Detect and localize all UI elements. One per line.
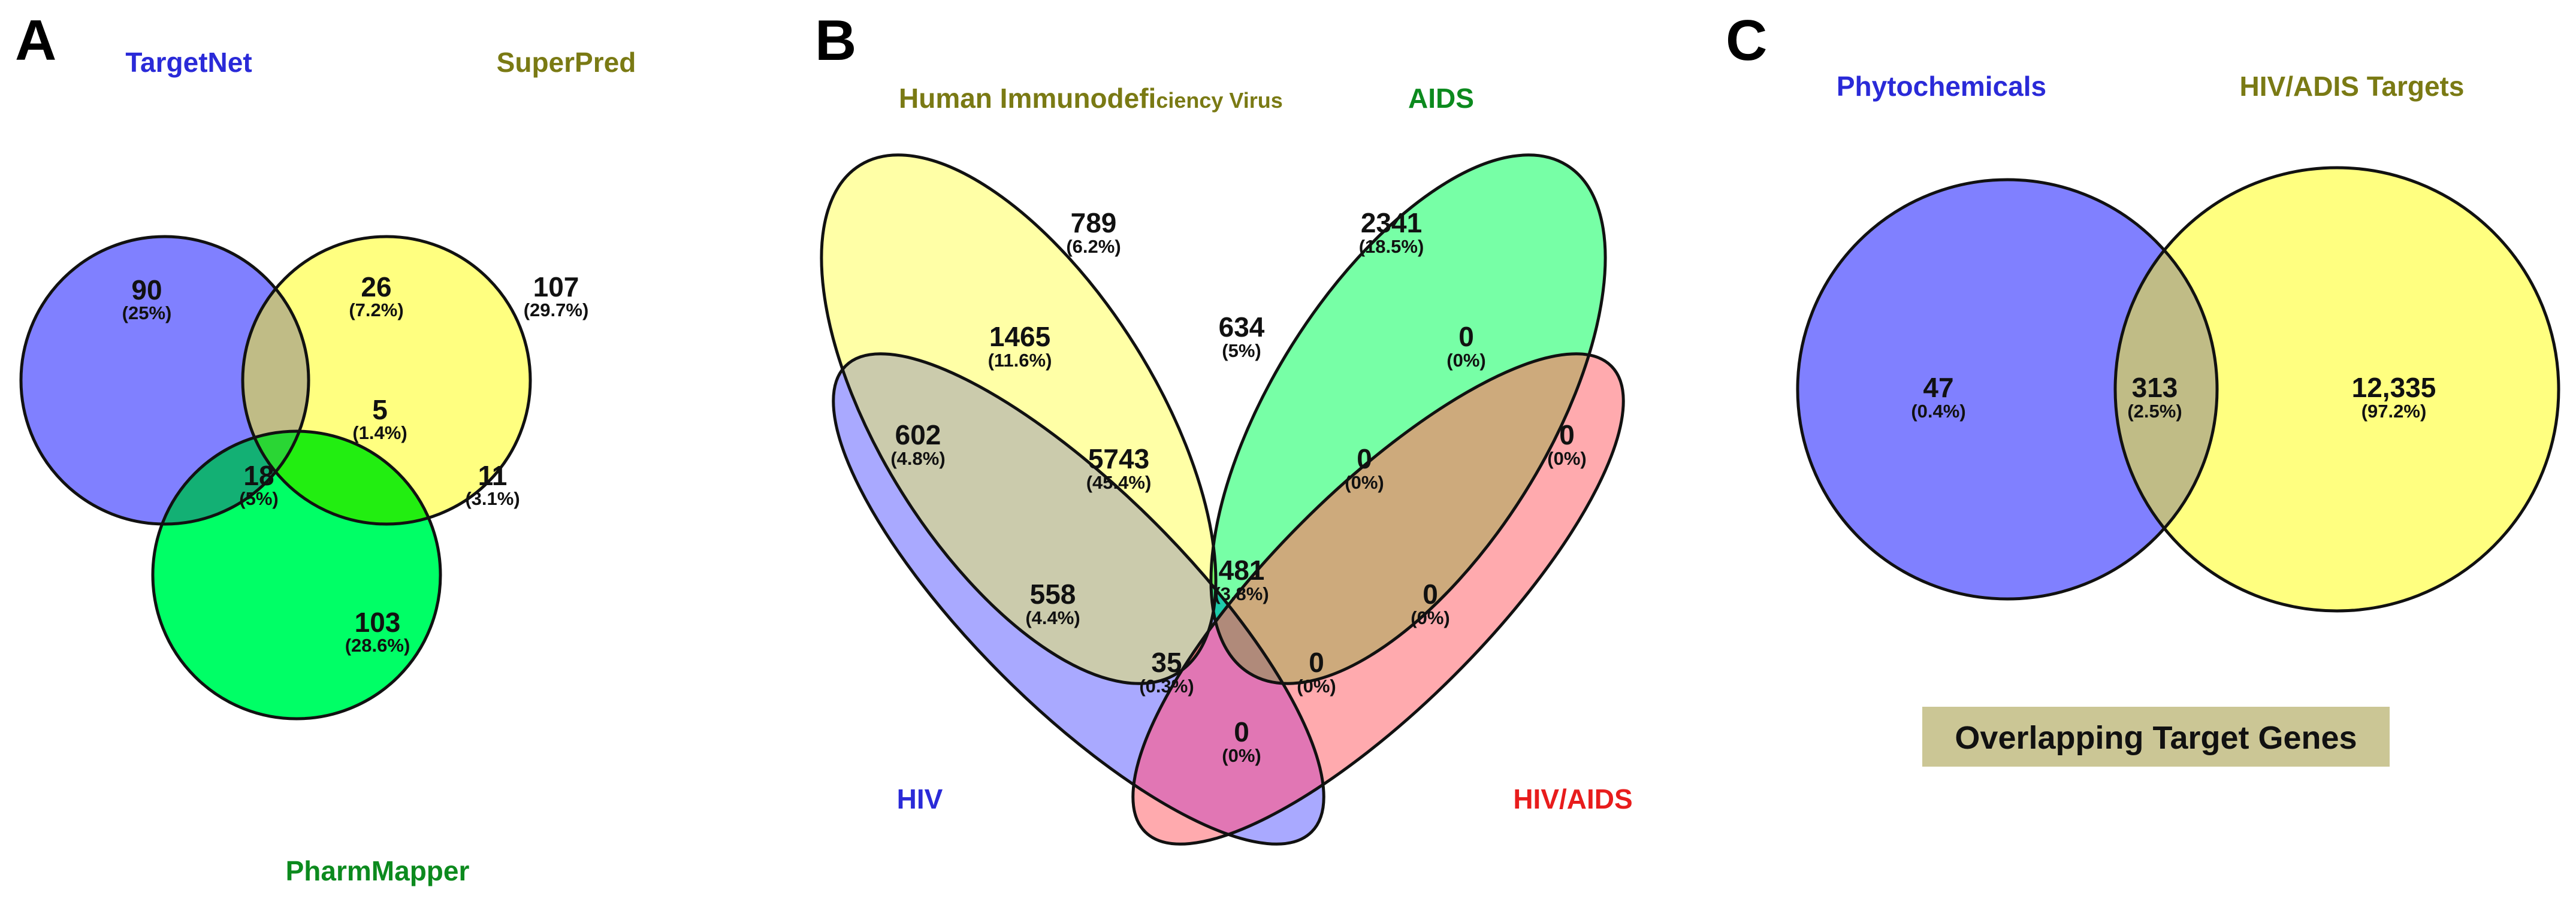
- svg-text:103: 103: [355, 607, 401, 638]
- svg-text:634: 634: [1219, 311, 1265, 343]
- svg-text:0: 0: [1309, 647, 1324, 678]
- region-label: 103(28.6%): [345, 607, 410, 656]
- region-label: 0(0%): [1297, 647, 1336, 697]
- svg-text:(0%): (0%): [1345, 472, 1384, 493]
- region-label: 481(3.8%): [1214, 555, 1269, 604]
- label-superpred: SuperPred: [497, 47, 636, 78]
- svg-text:(3.1%): (3.1%): [465, 488, 520, 509]
- svg-text:47: 47: [1923, 372, 1953, 403]
- svg-text:90: 90: [131, 274, 162, 305]
- panel-letter-c: C: [1726, 8, 1767, 72]
- svg-text:602: 602: [895, 419, 941, 450]
- region-label: 0(0%): [1446, 321, 1485, 371]
- svg-text:(0.4%): (0.4%): [1911, 401, 1965, 422]
- svg-text:0: 0: [1559, 419, 1575, 450]
- svg-text:107: 107: [533, 271, 579, 302]
- panel-b: B Human Immunodeficiency Virus AIDS HIV …: [743, 8, 1687, 902]
- panel-c: C Phytochemicals HIV/ADIS Targets 47(0.4…: [1726, 8, 2559, 767]
- svg-text:18: 18: [243, 460, 274, 491]
- svg-text:(0.3%): (0.3%): [1139, 676, 1194, 697]
- svg-text:(18.5%): (18.5%): [1359, 236, 1424, 257]
- svg-text:(11.6%): (11.6%): [988, 350, 1052, 371]
- svg-text:11: 11: [478, 460, 508, 491]
- label-pharmmapper: PharmMapper: [286, 855, 470, 886]
- svg-text:26: 26: [361, 271, 391, 302]
- region-label: 0(0%): [1345, 443, 1384, 493]
- svg-text:(28.6%): (28.6%): [345, 635, 410, 656]
- region-label: 0(0%): [1547, 419, 1586, 469]
- region-label: 107(29.7%): [524, 271, 589, 320]
- svg-text:558: 558: [1030, 579, 1076, 610]
- svg-text:5: 5: [372, 394, 388, 425]
- label-aids: AIDS: [1408, 83, 1474, 114]
- svg-text:(5%): (5%): [239, 488, 278, 509]
- svg-text:1465: 1465: [989, 321, 1050, 352]
- label-hiv-aids: HIV/AIDS: [1513, 783, 1632, 815]
- region-label: 558(4.4%): [1025, 579, 1080, 628]
- svg-text:(0%): (0%): [1446, 350, 1485, 371]
- panel-letter-b: B: [815, 8, 856, 72]
- region-label: 90(25%): [122, 274, 172, 323]
- label-phytochemicals: Phytochemicals: [1837, 71, 2046, 102]
- svg-text:0: 0: [1357, 443, 1372, 474]
- svg-text:(29.7%): (29.7%): [524, 299, 589, 320]
- label-human-immunodeficiency-virus: Human Immunodeficiency Virus: [899, 83, 1283, 114]
- svg-text:(0%): (0%): [1547, 448, 1586, 469]
- svg-text:(2.5%): (2.5%): [2127, 401, 2182, 422]
- svg-text:(0%): (0%): [1222, 745, 1261, 766]
- overlap-banner: [1922, 707, 2390, 767]
- region-label: 5743(45.4%): [1086, 443, 1152, 493]
- svg-text:(25%): (25%): [122, 302, 172, 323]
- svg-text:(5%): (5%): [1222, 340, 1261, 361]
- svg-text:12,335: 12,335: [2352, 372, 2436, 403]
- svg-text:(97.2%): (97.2%): [2361, 401, 2427, 422]
- svg-text:0: 0: [1234, 716, 1249, 747]
- svg-text:(1.4%): (1.4%): [352, 422, 407, 443]
- region-label: 789(6.2%): [1066, 207, 1121, 257]
- overlap-banner-text: Overlapping Target Genes: [1955, 720, 2357, 756]
- svg-text:0: 0: [1423, 579, 1438, 610]
- label-hiv: HIV: [897, 783, 943, 815]
- region-label: 313(2.5%): [2127, 372, 2182, 422]
- region-label: 602(4.8%): [890, 419, 945, 469]
- region-label: 2341(18.5%): [1359, 207, 1424, 257]
- region-label: 1465(11.6%): [988, 321, 1052, 371]
- svg-text:0: 0: [1458, 321, 1474, 352]
- svg-text:(4.4%): (4.4%): [1025, 607, 1080, 628]
- svg-text:2341: 2341: [1361, 207, 1422, 238]
- svg-text:(45.4%): (45.4%): [1086, 472, 1152, 493]
- region-label: 11(3.1%): [465, 460, 520, 509]
- region-label: 18(5%): [239, 460, 278, 509]
- svg-text:(0%): (0%): [1411, 607, 1449, 628]
- region-label: 0(0%): [1222, 716, 1261, 766]
- region-label: 0(0%): [1411, 579, 1449, 628]
- svg-text:(4.8%): (4.8%): [890, 448, 945, 469]
- panel-a: A TargetNet SuperPred PharmMapper 90(25%…: [15, 8, 636, 886]
- svg-text:481: 481: [1219, 555, 1265, 586]
- region-label: 47(0.4%): [1911, 372, 1965, 422]
- svg-text:(7.2%): (7.2%): [349, 299, 403, 320]
- svg-text:5743: 5743: [1088, 443, 1149, 474]
- region-label: 12,335(97.2%): [2352, 372, 2436, 422]
- region-label: 35(0.3%): [1139, 647, 1194, 697]
- svg-text:(3.8%): (3.8%): [1214, 583, 1269, 604]
- svg-text:(0%): (0%): [1297, 676, 1336, 697]
- svg-text:313: 313: [2132, 372, 2178, 403]
- region-label: 5(1.4%): [352, 394, 407, 443]
- svg-text:789: 789: [1071, 207, 1117, 238]
- label-hiv-adis-targets: HIV/ADIS Targets: [2240, 71, 2465, 102]
- region-label: 26(7.2%): [349, 271, 403, 320]
- svg-text:35: 35: [1151, 647, 1182, 678]
- region-label: 634(5%): [1219, 311, 1265, 361]
- label-targetnet: TargetNet: [125, 47, 252, 78]
- panel-letter-a: A: [15, 8, 56, 72]
- svg-text:(6.2%): (6.2%): [1066, 236, 1121, 257]
